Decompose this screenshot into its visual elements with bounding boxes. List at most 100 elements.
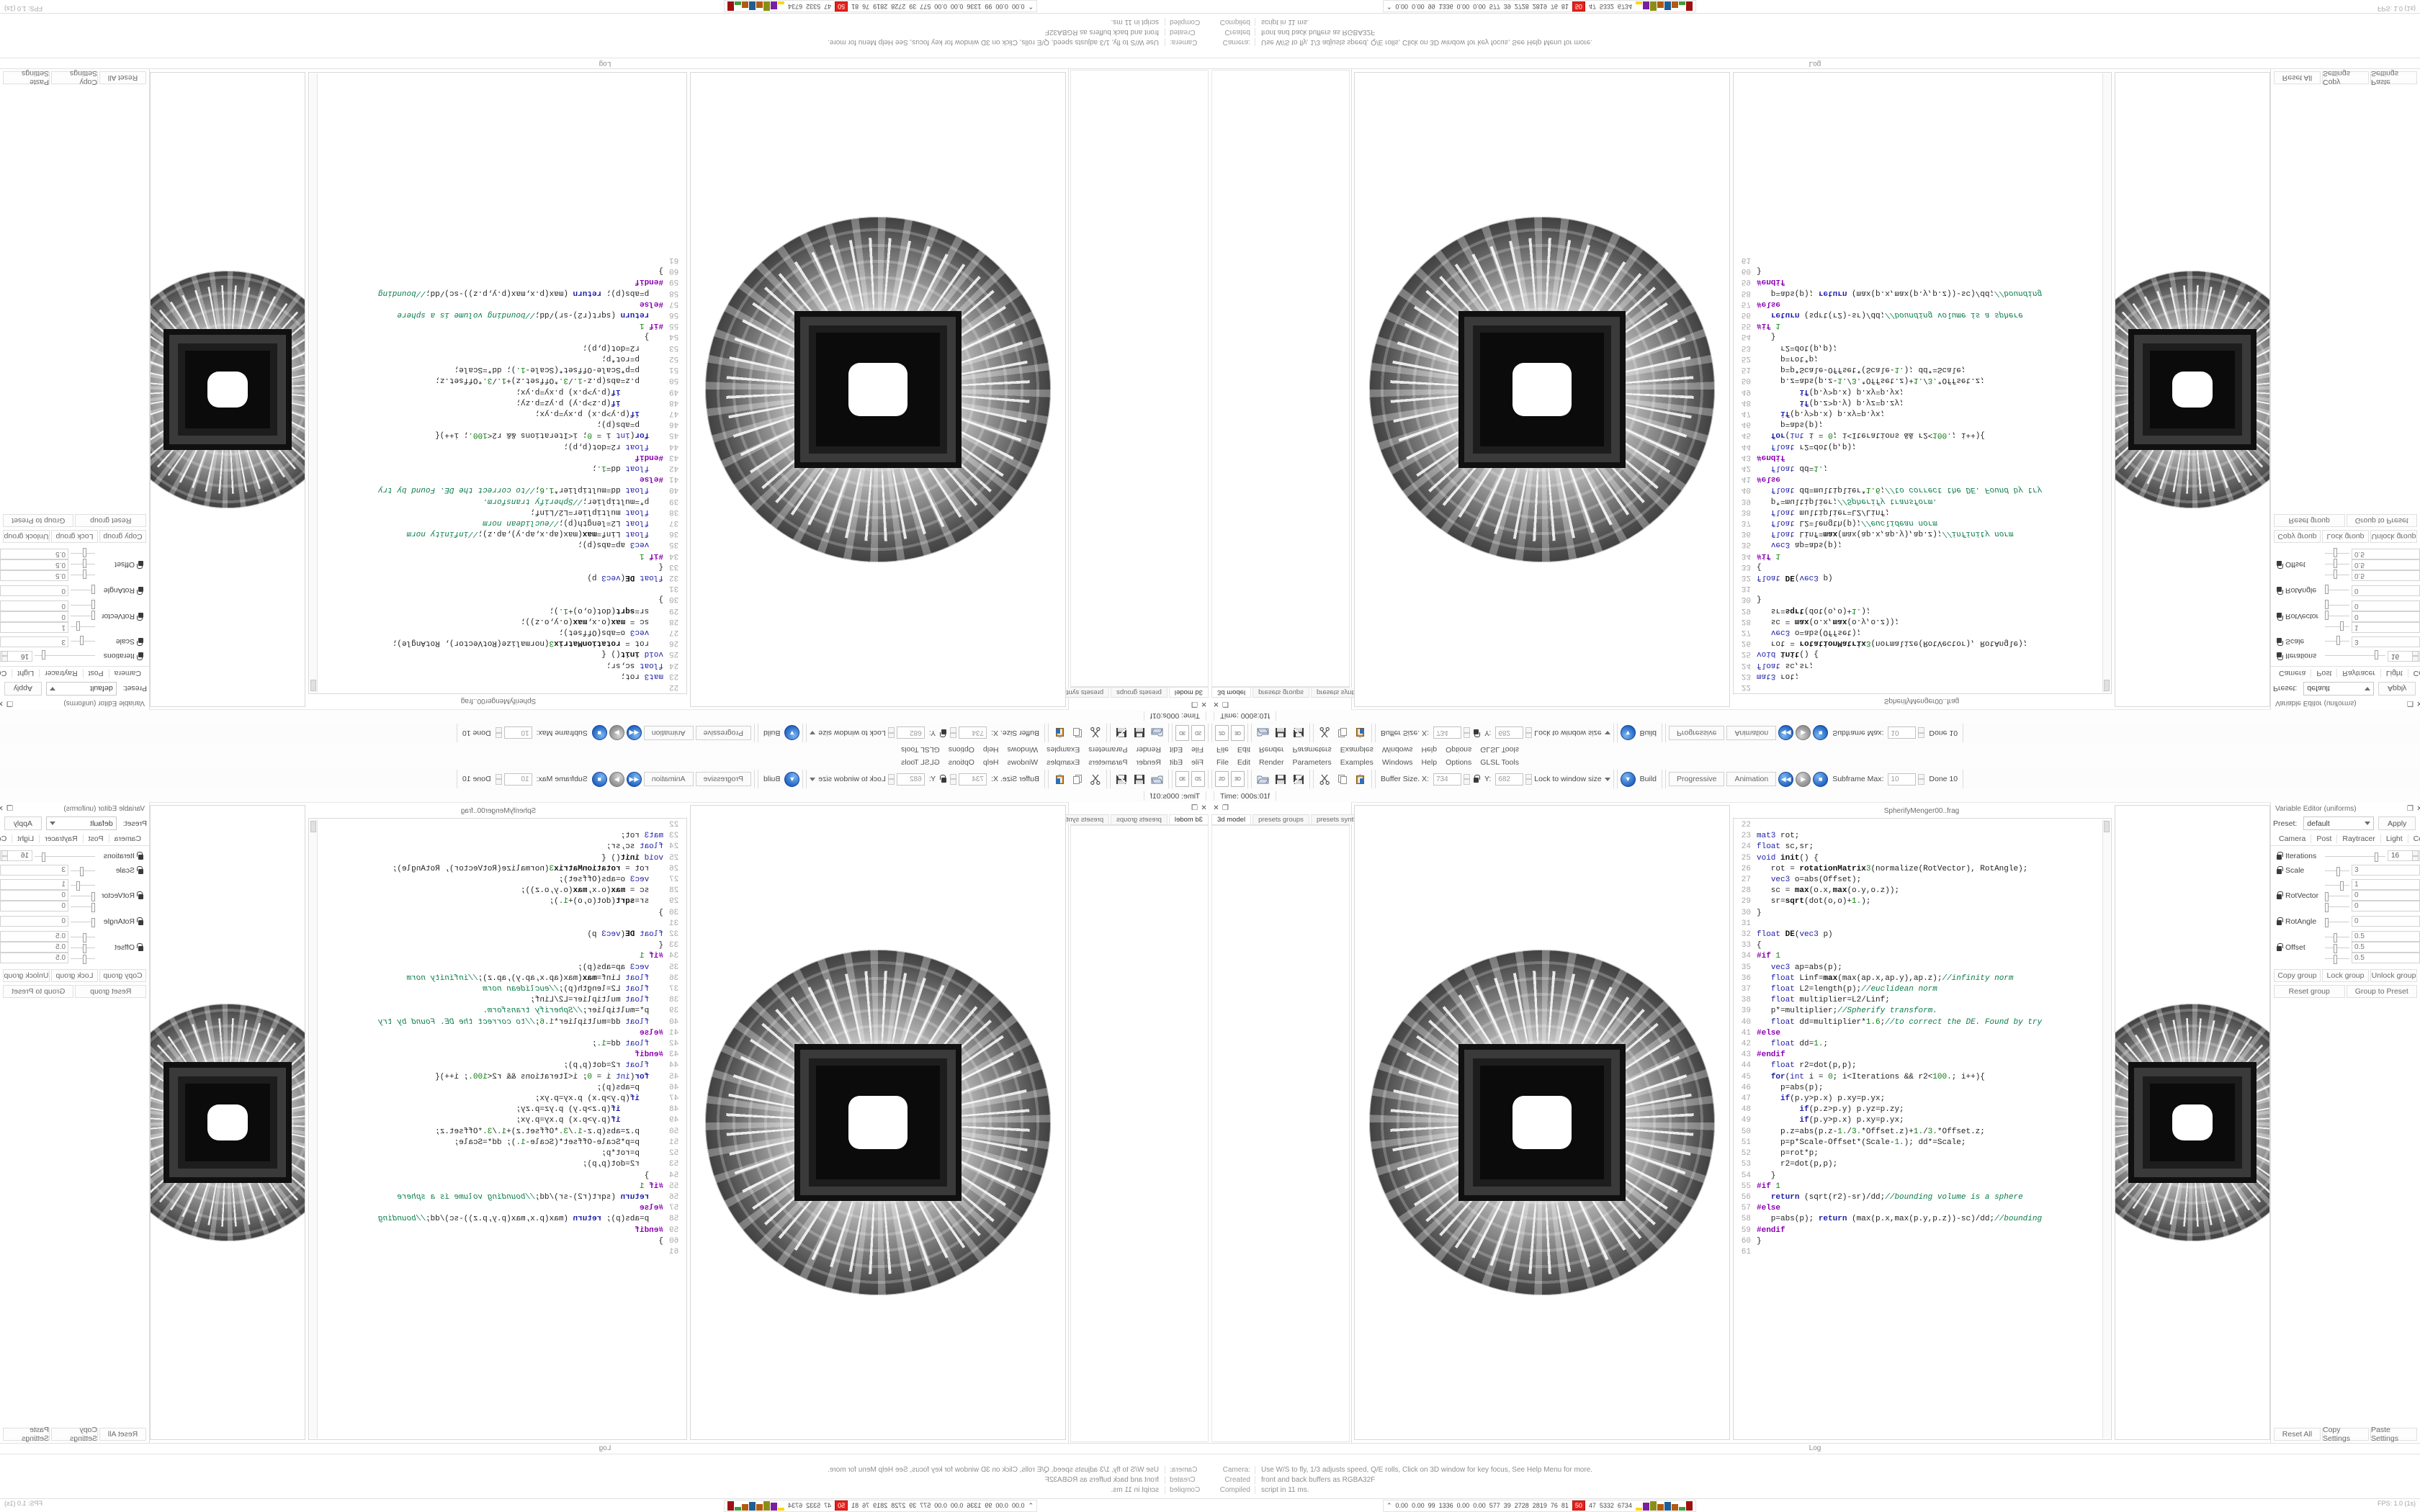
slider-scale[interactable] [2325, 636, 2349, 647]
menu-item-render[interactable]: Render [1136, 745, 1161, 755]
copy-settings-button[interactable]: Copy Settings [2322, 1426, 2369, 1443]
uniform-value-rotvector-y[interactable]: 0 [0, 890, 68, 901]
uniform-value-scale[interactable]: 3 [0, 865, 68, 876]
uniform-value-iterations[interactable]: 16 [0, 850, 32, 861]
group-to-preset-button[interactable]: Group to Preset [3, 514, 74, 527]
slider-rotvector-x[interactable] [71, 621, 95, 632]
tab-coloring[interactable]: Coloring [0, 669, 12, 678]
left-dock-float-icon[interactable]: ❐ [1222, 700, 1229, 708]
slider-offset-x[interactable] [71, 932, 95, 942]
float-window-icon[interactable]: ❐ [6, 804, 13, 813]
menu-item-options[interactable]: Options [1446, 757, 1472, 767]
left-dock-close-icon[interactable]: ✕ [1213, 700, 1219, 708]
close-icon[interactable]: ✕ [2415, 804, 2420, 814]
render-view-left[interactable] [690, 72, 1066, 707]
chevron-up-icon[interactable]: ⌃ [1028, 3, 1034, 11]
uniform-value-iterations[interactable]: 16 [0, 651, 32, 662]
paste-settings-button[interactable]: Paste Settings [3, 69, 50, 86]
build-label[interactable]: Build [1639, 729, 1657, 737]
tab-light[interactable]: Light [12, 834, 40, 843]
uniform-value-rotvector-x[interactable]: 1 [2352, 622, 2420, 633]
lock-group-button[interactable]: Lock group [2322, 530, 2369, 543]
buffer-x-stepper[interactable] [950, 773, 957, 785]
float-window-icon[interactable]: ❐ [2407, 699, 2414, 708]
play-icon[interactable]: ▶ [1796, 771, 1811, 787]
copy-icon[interactable] [1070, 725, 1085, 741]
save-as-icon[interactable] [1113, 771, 1129, 787]
left-dock-tab-3d-model[interactable]: 3d model [1211, 688, 1252, 698]
slider-iterations[interactable] [2325, 650, 2385, 661]
render-view-left[interactable] [1354, 805, 1730, 1440]
slider-rotvector-z[interactable] [71, 600, 95, 611]
subframe-stepper[interactable] [495, 727, 502, 739]
paste-settings-button[interactable]: Paste Settings [2370, 1426, 2417, 1443]
menu-item-glsl-tools[interactable]: GLSL Tools [1480, 745, 1519, 755]
buffer-x-input[interactable]: 734 [1433, 773, 1461, 786]
chevron-up-icon[interactable]: ⌃ [1028, 1501, 1034, 1509]
scissors-icon[interactable] [1088, 771, 1103, 787]
preset-select[interactable]: default [45, 682, 117, 696]
buffer-y-input[interactable]: 682 [896, 773, 925, 786]
uniform-value-rotangle[interactable]: 0 [2352, 916, 2420, 927]
unlock-group-button[interactable]: Unlock group [2370, 969, 2417, 982]
menu-item-file[interactable]: File [1216, 757, 1229, 767]
open-folder-icon[interactable] [1150, 771, 1165, 787]
paste-icon[interactable] [1353, 771, 1368, 787]
lock-icon[interactable] [137, 891, 145, 900]
lock-icon[interactable] [2275, 561, 2283, 570]
uniform-value-rotangle[interactable]: 0 [2352, 585, 2420, 596]
render-view-left[interactable] [690, 805, 1066, 1440]
save-icon[interactable] [1273, 771, 1289, 787]
render-view-right[interactable] [2115, 72, 2270, 707]
view-2d-icon[interactable]: 2D [1191, 725, 1205, 741]
tab-light[interactable]: Light [12, 669, 40, 678]
log-rows[interactable]: Camera: Use W/S to fly, 1/3 adjusts speed… [0, 17, 1210, 58]
menu-item-options[interactable]: Options [1446, 745, 1472, 755]
slider-rotvector-y[interactable] [2325, 611, 2349, 621]
editor-scrollbar[interactable] [310, 73, 318, 693]
save-icon[interactable] [1131, 771, 1147, 787]
slider-rotvector-z[interactable] [2325, 600, 2349, 611]
editor-tab-label[interactable]: SpherifyMenger00..frag [460, 697, 537, 706]
slider-rotangle[interactable] [2325, 585, 2349, 595]
buffer-y-stepper[interactable] [1525, 727, 1533, 739]
slider-rotangle[interactable] [71, 585, 95, 595]
lock-to-window-size-select[interactable]: Lock to window size [810, 775, 886, 783]
build-icon[interactable]: ▼ [784, 771, 800, 787]
lock-to-window-size-select[interactable]: Lock to window size [810, 729, 886, 737]
save-as-icon[interactable] [1113, 725, 1129, 741]
left-dock-close-icon[interactable]: ✕ [1201, 804, 1207, 812]
uniform-value-offset-y[interactable]: 0.5 [2352, 559, 2420, 570]
menu-item-parameters[interactable]: Parameters [1088, 757, 1128, 767]
slider-scale[interactable] [71, 636, 95, 647]
iterations-stepper[interactable] [2412, 850, 2419, 861]
tab-coloring[interactable]: Coloring [0, 834, 12, 843]
apply-button[interactable]: Apply [4, 682, 42, 696]
uniform-value-rotvector-x[interactable]: 1 [0, 879, 68, 890]
uniform-value-offset-x[interactable]: 0.5 [0, 570, 68, 581]
slider-rotangle[interactable] [71, 917, 95, 927]
uniform-value-rotvector-y[interactable]: 0 [2352, 890, 2420, 901]
menu-item-examples[interactable]: Examples [1340, 757, 1373, 767]
lock-group-button[interactable]: Lock group [2322, 969, 2369, 982]
menu-item-file[interactable]: File [1191, 745, 1204, 755]
menu-item-help[interactable]: Help [1421, 745, 1438, 755]
build-label[interactable]: Build [763, 775, 781, 783]
uniform-value-offset-z[interactable]: 0.5 [2352, 549, 2420, 559]
slider-iterations[interactable] [35, 852, 95, 862]
slider-iterations[interactable] [35, 650, 95, 661]
iterations-stepper[interactable] [2412, 651, 2419, 662]
float-window-icon[interactable]: ❐ [2407, 804, 2414, 813]
uniform-value-rotvector-z[interactable]: 0 [2352, 901, 2420, 912]
paste-icon[interactable] [1052, 725, 1067, 741]
menu-item-options[interactable]: Options [948, 745, 974, 755]
menu-item-file[interactable]: File [1191, 757, 1204, 767]
uniform-value-rotvector-x[interactable]: 1 [2352, 879, 2420, 890]
lock-icon[interactable] [137, 638, 145, 647]
build-icon[interactable]: ▼ [1620, 771, 1636, 787]
lock-icon[interactable] [137, 652, 145, 661]
copy-icon[interactable] [1070, 771, 1085, 787]
